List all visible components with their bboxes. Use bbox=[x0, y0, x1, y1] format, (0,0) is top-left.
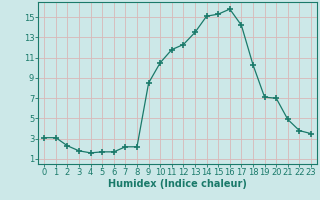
X-axis label: Humidex (Indice chaleur): Humidex (Indice chaleur) bbox=[108, 179, 247, 189]
